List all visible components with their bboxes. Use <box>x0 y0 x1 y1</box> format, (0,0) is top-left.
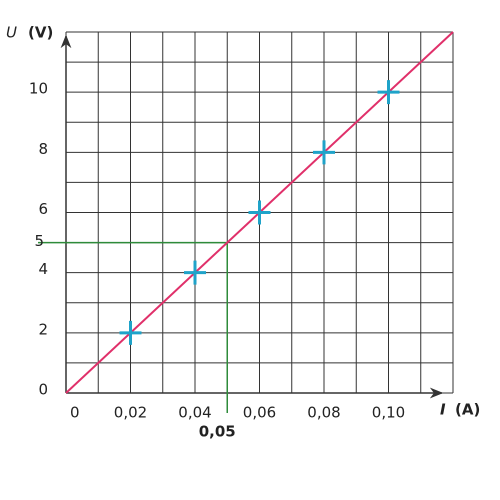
point <box>248 200 271 225</box>
point <box>184 260 206 285</box>
y-tick-label: 0 <box>38 381 48 399</box>
x-label-symbol: I <box>440 401 446 419</box>
y-label-symbol: U <box>6 24 17 42</box>
x-tick-label: 0,10 <box>372 404 405 422</box>
x-tick-label: 0,04 <box>178 404 211 422</box>
point <box>313 140 335 165</box>
y-label-unit: (V) <box>28 24 53 42</box>
x-tick-label: 0,02 <box>114 404 147 422</box>
y-tick-label: 4 <box>38 260 48 278</box>
x-tick-label: 0 <box>70 404 80 422</box>
annotation-y-label: 5 <box>34 232 44 250</box>
y-tick-label: 2 <box>38 320 48 338</box>
point <box>119 320 142 345</box>
x-tick-label: 0,06 <box>243 404 276 422</box>
annotation-x-label: 0,05 <box>199 423 236 441</box>
y-tick-label: 6 <box>38 200 48 218</box>
y-tick-label: 10 <box>29 80 48 98</box>
y-tick-label: 8 <box>38 140 48 158</box>
x-tick-label: 0,08 <box>307 404 340 422</box>
x-label-unit: (A) <box>455 401 480 419</box>
point <box>377 80 400 105</box>
